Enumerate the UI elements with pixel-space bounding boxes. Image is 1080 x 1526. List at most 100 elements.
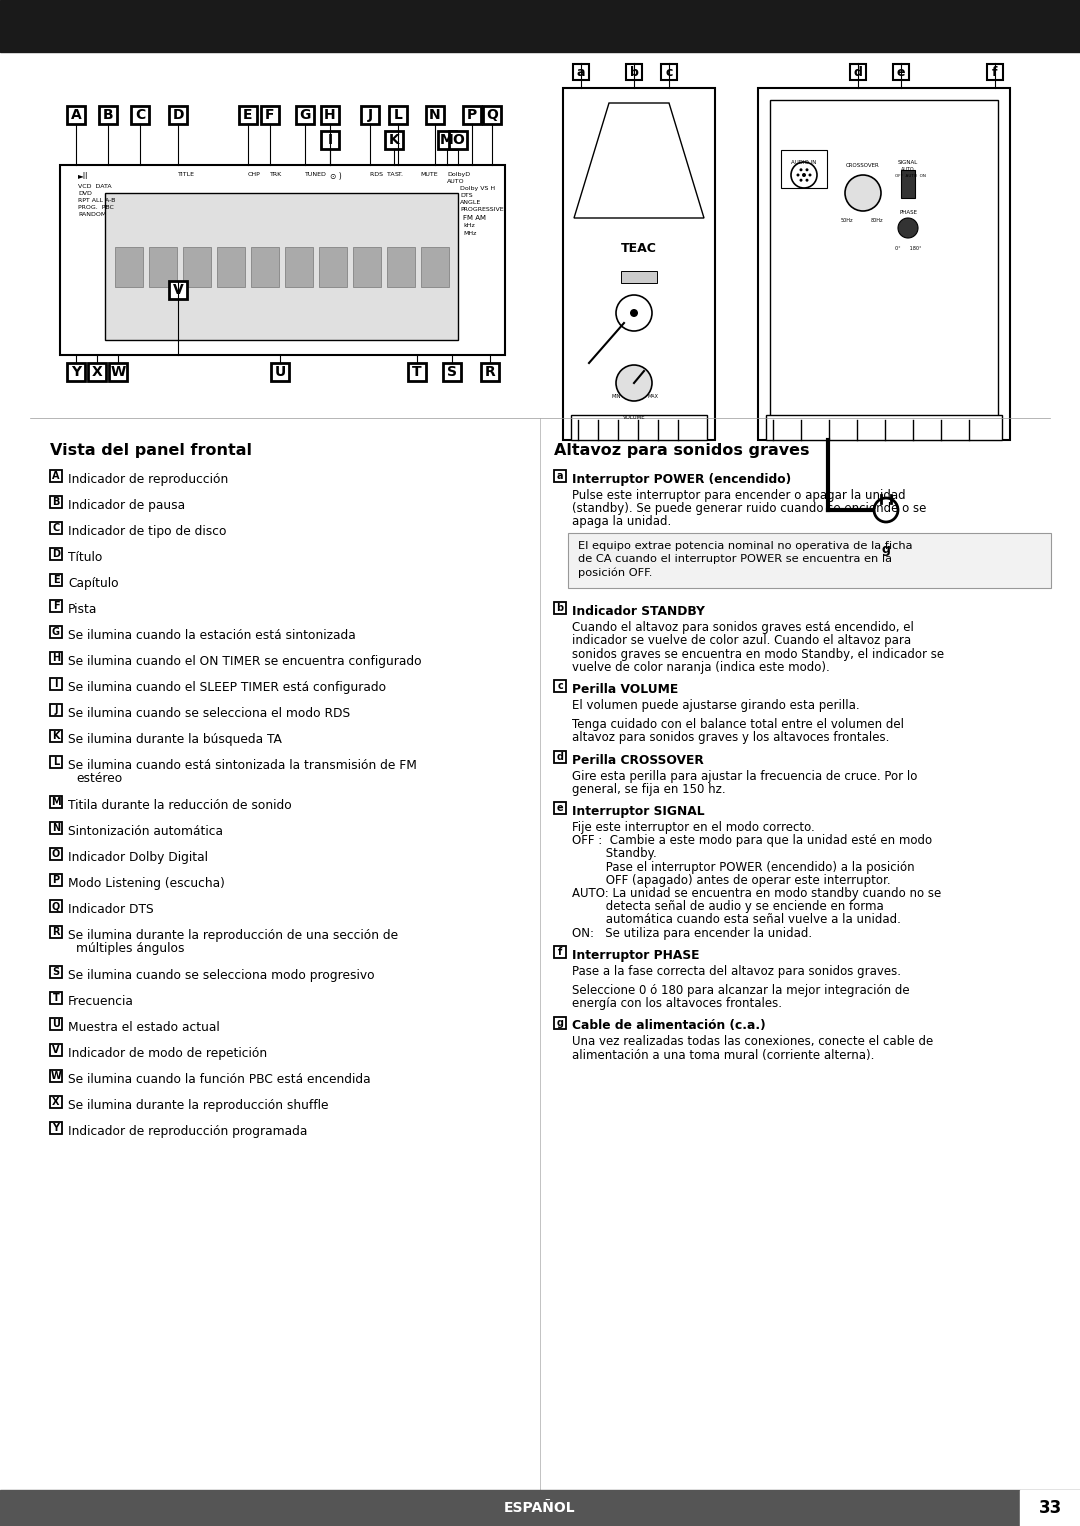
Bar <box>321 105 339 124</box>
Circle shape <box>806 168 809 171</box>
Text: D: D <box>172 108 184 122</box>
Text: C: C <box>52 523 59 533</box>
Text: sonidos graves se encuentra en modo Standby, el indicador se: sonidos graves se encuentra en modo Stan… <box>572 647 944 661</box>
Text: automática cuando esta señal vuelve a la unidad.: automática cuando esta señal vuelve a la… <box>572 914 901 926</box>
Circle shape <box>845 175 881 211</box>
Text: Modo Listening (escucha): Modo Listening (escucha) <box>68 877 225 890</box>
Text: RDS  TA: RDS TA <box>370 172 394 177</box>
Bar <box>387 247 415 287</box>
Text: W: W <box>51 1071 62 1082</box>
Bar <box>50 926 62 938</box>
Text: Interruptor POWER (encendido): Interruptor POWER (encendido) <box>572 473 792 485</box>
Text: Capítulo: Capítulo <box>68 577 119 591</box>
Text: ⊙ ): ⊙ ) <box>330 172 341 182</box>
Bar <box>571 415 707 439</box>
Text: K: K <box>389 133 400 146</box>
Text: Fije este interruptor en el modo correcto.: Fije este interruptor en el modo correct… <box>572 821 814 835</box>
Bar <box>770 101 998 427</box>
Text: de CA cuando el interruptor POWER se encuentra en la: de CA cuando el interruptor POWER se enc… <box>578 554 892 563</box>
Text: b: b <box>556 603 564 613</box>
Bar <box>0 1489 1080 1526</box>
Text: D: D <box>52 549 60 559</box>
Bar <box>554 603 566 615</box>
Bar <box>216 247 244 287</box>
Text: d: d <box>556 752 564 761</box>
Text: P: P <box>53 876 59 885</box>
Text: VOLUME: VOLUME <box>623 415 646 420</box>
Text: SIGNAL: SIGNAL <box>897 160 918 165</box>
Text: Se ilumina durante la reproducción de una sección de: Se ilumina durante la reproducción de un… <box>68 929 399 942</box>
Bar <box>766 415 1002 439</box>
Text: I: I <box>327 133 333 146</box>
Bar <box>554 751 566 763</box>
Text: f: f <box>558 948 562 957</box>
Text: V: V <box>52 1045 59 1054</box>
Text: G: G <box>299 108 311 122</box>
Circle shape <box>806 179 809 182</box>
Bar <box>319 247 347 287</box>
Circle shape <box>630 308 638 317</box>
Text: MHz: MHz <box>463 230 476 237</box>
Bar <box>114 247 143 287</box>
Text: Interruptor SIGNAL: Interruptor SIGNAL <box>572 806 704 818</box>
Text: e: e <box>896 66 905 78</box>
Circle shape <box>799 179 802 182</box>
Text: TUNED: TUNED <box>305 172 327 177</box>
Text: G: G <box>52 627 60 638</box>
Text: detecta señal de audio y se enciende en forma: detecta señal de audio y se enciende en … <box>572 900 883 913</box>
Text: TRK: TRK <box>270 172 282 177</box>
Text: Se ilumina cuando la estación está sintonizada: Se ilumina cuando la estación está sinto… <box>68 629 355 642</box>
Bar <box>87 363 106 382</box>
Bar <box>352 247 380 287</box>
Circle shape <box>809 174 811 177</box>
Text: Se ilumina cuando el SLEEP TIMER está configurado: Se ilumina cuando el SLEEP TIMER está co… <box>68 681 387 694</box>
Bar <box>568 533 1051 588</box>
Bar <box>261 105 279 124</box>
Bar <box>99 105 117 124</box>
Text: Se ilumina durante la búsqueda TA: Se ilumina durante la búsqueda TA <box>68 732 282 746</box>
Text: 33: 33 <box>1038 1499 1062 1517</box>
Bar <box>60 165 505 356</box>
Text: OFF :  Cambie a este modo para que la unidad esté en modo: OFF : Cambie a este modo para que la uni… <box>572 835 932 847</box>
Bar <box>878 542 894 559</box>
Text: Título: Título <box>68 551 103 565</box>
Text: apaga la unidad.: apaga la unidad. <box>572 516 672 528</box>
Text: L: L <box>393 108 403 122</box>
Bar <box>554 1016 566 1029</box>
Text: OFF  AUTO  ON: OFF AUTO ON <box>895 174 926 179</box>
Text: E: E <box>53 575 59 584</box>
Text: Se ilumina cuando se selecciona modo progresivo: Se ilumina cuando se selecciona modo pro… <box>68 969 375 983</box>
Text: Gire esta perilla para ajustar la frecuencia de cruce. Por lo: Gire esta perilla para ajustar la frecue… <box>572 769 917 783</box>
Text: VCD  DATA: VCD DATA <box>78 185 111 189</box>
Bar <box>481 363 499 382</box>
Text: S: S <box>447 365 457 378</box>
Text: CHP: CHP <box>248 172 260 177</box>
Bar <box>50 496 62 508</box>
Text: Indicador Dolby Digital: Indicador Dolby Digital <box>68 852 208 864</box>
Text: S: S <box>53 967 59 977</box>
Bar <box>443 363 461 382</box>
Bar <box>50 703 62 716</box>
Text: Interruptor PHASE: Interruptor PHASE <box>572 949 700 961</box>
Text: Seleccione 0 ó 180 para alcanzar la mejor integración de: Seleccione 0 ó 180 para alcanzar la mejo… <box>572 984 909 996</box>
Text: R: R <box>485 365 496 378</box>
Text: MUTE: MUTE <box>420 172 437 177</box>
Text: F: F <box>53 601 59 612</box>
Text: J: J <box>54 705 57 716</box>
Text: kHz: kHz <box>463 223 475 227</box>
Text: Pase a la fase correcta del altavoz para sonidos graves.: Pase a la fase correcta del altavoz para… <box>572 964 901 978</box>
Text: Muestra el estado actual: Muestra el estado actual <box>68 1021 219 1035</box>
Text: Se ilumina cuando está sintonizada la transmisión de FM: Se ilumina cuando está sintonizada la tr… <box>68 758 417 772</box>
Text: RANDOM: RANDOM <box>78 212 106 217</box>
Text: OFF (apagado) antes de operar este interruptor.: OFF (apagado) antes de operar este inter… <box>572 874 891 887</box>
Text: El volumen puede ajustarse girando esta perilla.: El volumen puede ajustarse girando esta … <box>572 699 860 713</box>
Text: Altavoz para sonidos graves: Altavoz para sonidos graves <box>554 443 810 458</box>
Text: C: C <box>135 108 145 122</box>
Bar <box>850 64 866 79</box>
Text: DVD: DVD <box>78 191 92 195</box>
Text: g: g <box>881 543 890 557</box>
Text: Una vez realizadas todas las conexiones, conecte el cable de: Una vez realizadas todas las conexiones,… <box>572 1036 933 1048</box>
Bar <box>105 192 458 340</box>
Text: U: U <box>52 1019 59 1029</box>
Bar <box>563 89 715 439</box>
